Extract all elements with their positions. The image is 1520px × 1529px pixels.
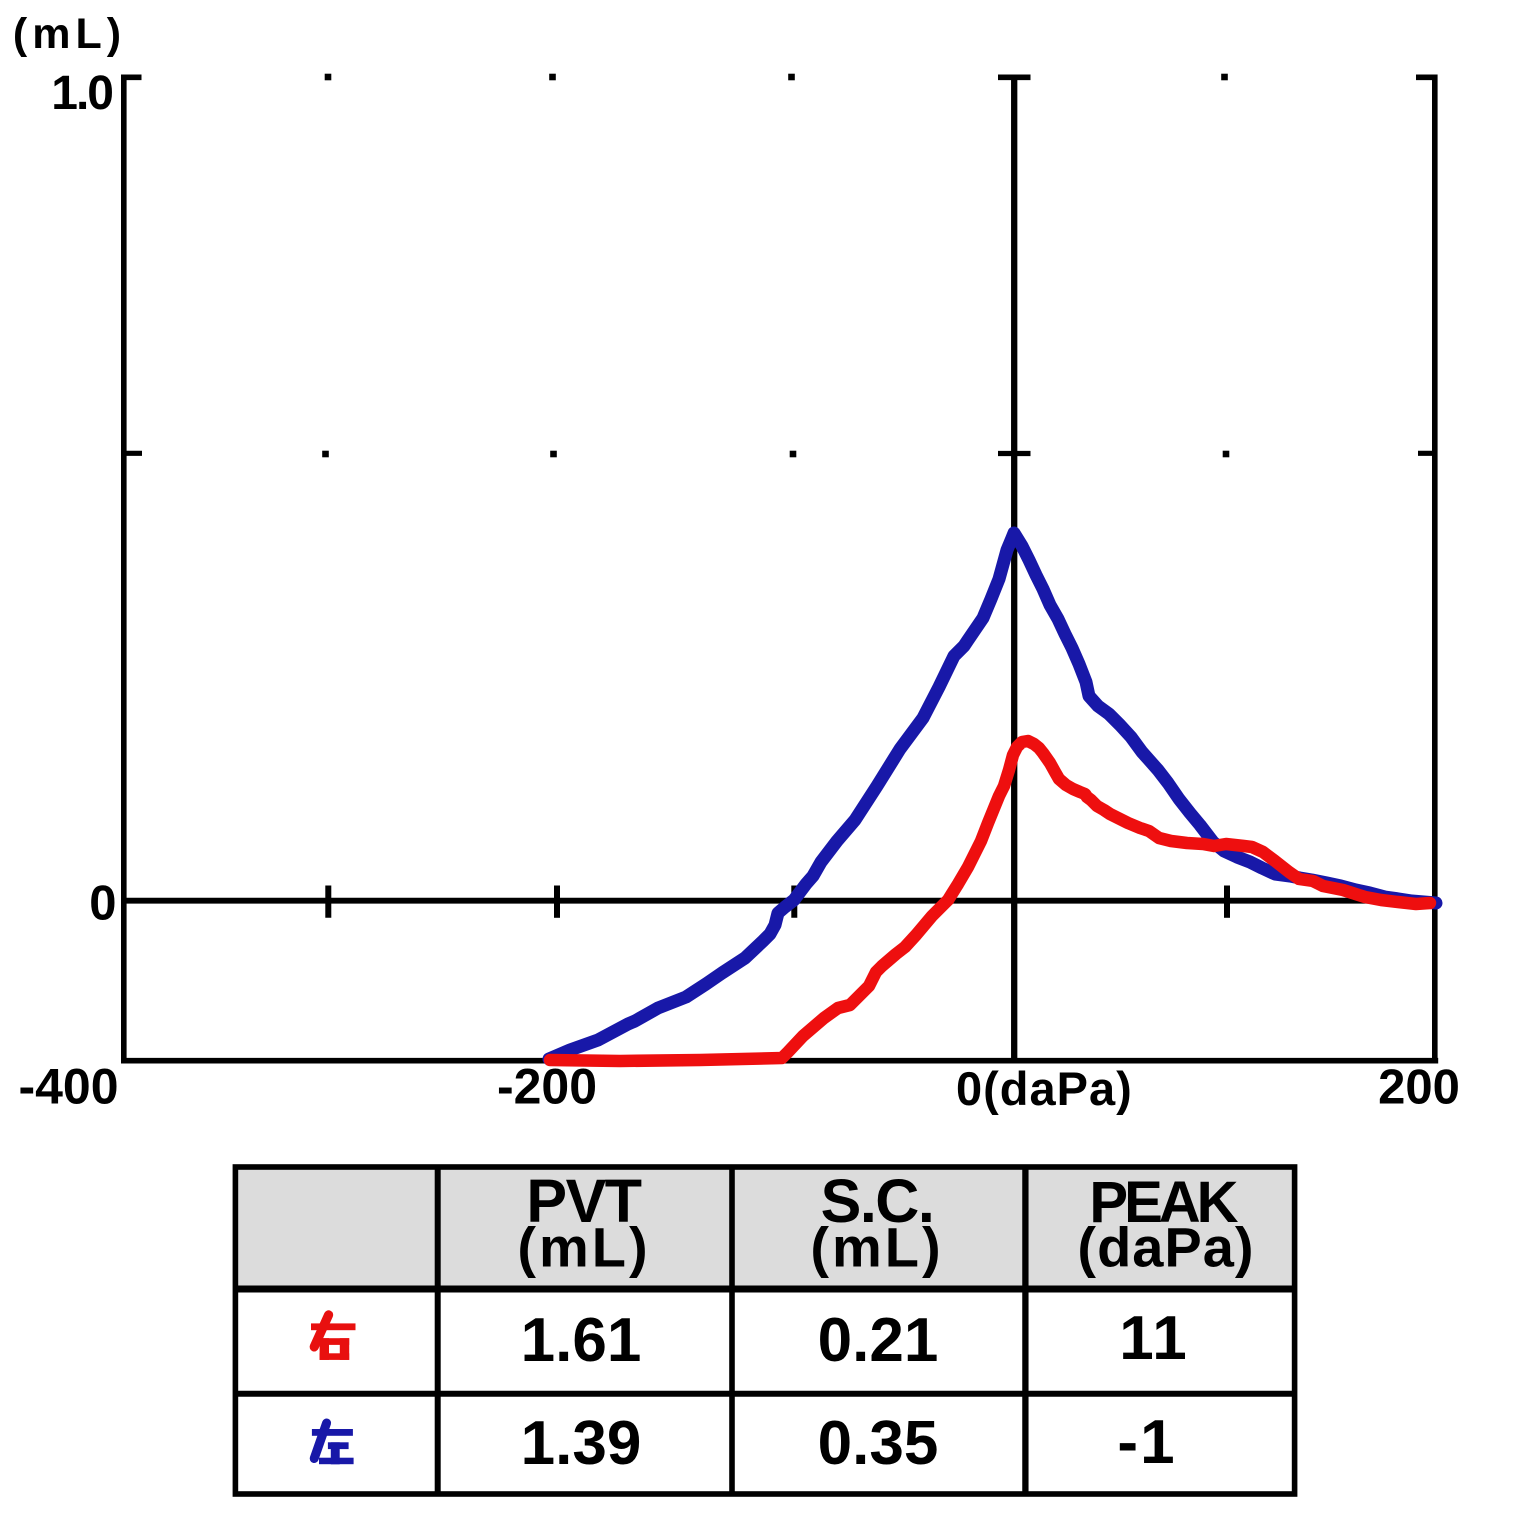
svg-text:0(daPa): 0(daPa) bbox=[956, 1062, 1133, 1115]
svg-text:(mL): (mL) bbox=[517, 1216, 650, 1279]
svg-text:(mL): (mL) bbox=[13, 10, 126, 58]
svg-text:PVT: PVT bbox=[526, 1167, 641, 1235]
svg-text:-1: -1 bbox=[1117, 1408, 1176, 1477]
svg-text:1.0: 1.0 bbox=[51, 67, 112, 120]
svg-text:0.35: 0.35 bbox=[818, 1409, 939, 1478]
svg-text:PEAK: PEAK bbox=[1089, 1170, 1238, 1235]
svg-text:(daPa): (daPa) bbox=[1077, 1216, 1254, 1279]
svg-text:-400: -400 bbox=[18, 1059, 118, 1115]
svg-text:S.C.: S.C. bbox=[821, 1167, 934, 1235]
svg-text:11: 11 bbox=[1119, 1304, 1189, 1373]
svg-text:0: 0 bbox=[89, 877, 116, 931]
svg-text:0.21: 0.21 bbox=[818, 1306, 939, 1375]
svg-text:200: 200 bbox=[1378, 1061, 1460, 1115]
svg-text:-200: -200 bbox=[497, 1059, 597, 1115]
svg-text:1.39: 1.39 bbox=[521, 1409, 642, 1478]
svg-text:(mL): (mL) bbox=[810, 1216, 943, 1279]
svg-text:1.61: 1.61 bbox=[521, 1306, 642, 1375]
